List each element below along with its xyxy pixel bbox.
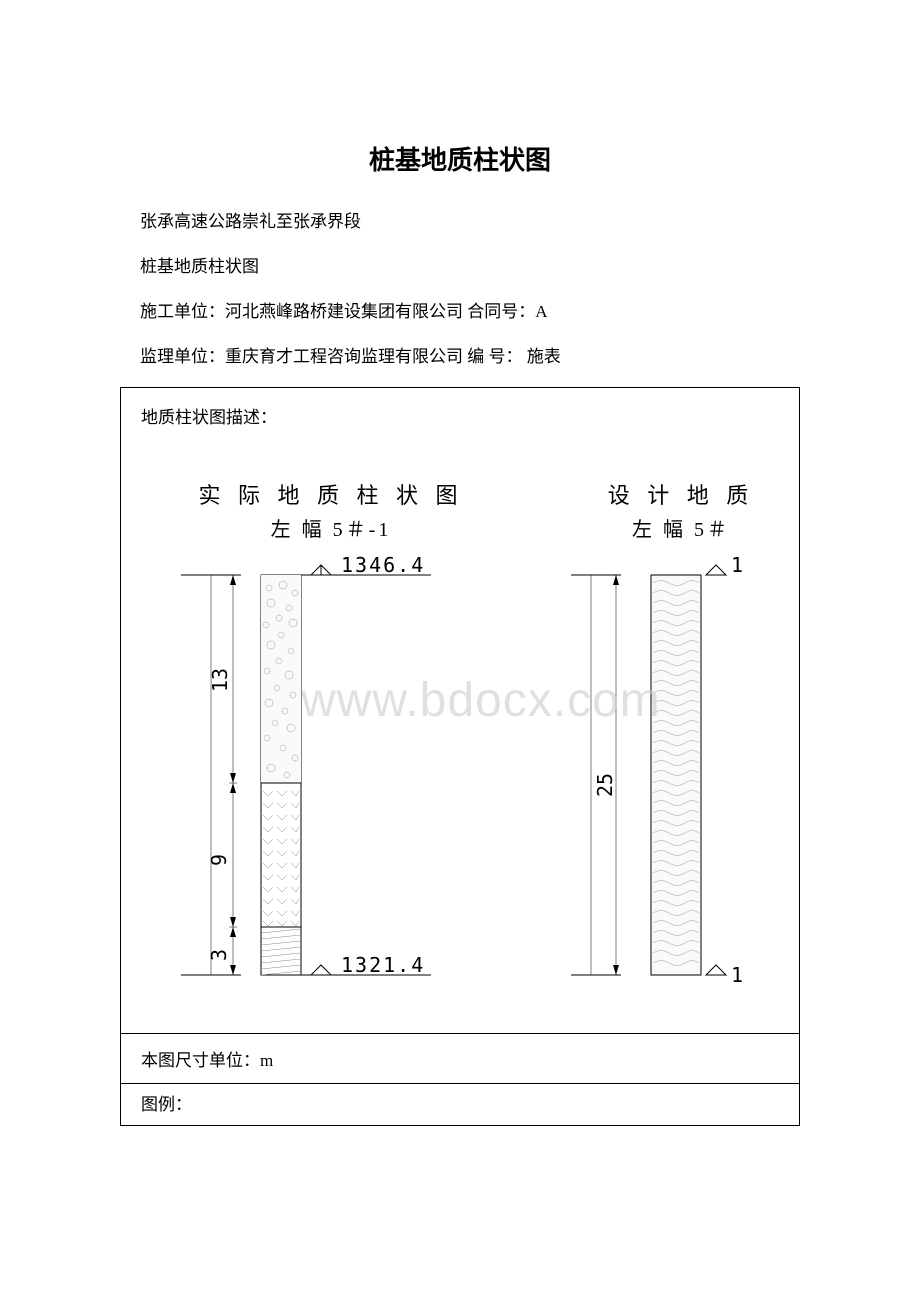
construction-value: 河北燕峰路桥建设集团有限公司 [225, 302, 463, 321]
right-column-header: 设 计 地 质 [541, 478, 779, 510]
left-column-sub: 左 幅 5＃-1 [191, 513, 471, 542]
construction-label: 施工单位： [140, 302, 225, 321]
dim-9: 9 [207, 854, 231, 866]
serial-label: 编 号： [467, 347, 522, 366]
construction-line: 施工单位：河北燕峰路桥建设集团有限公司 合同号：A [140, 297, 800, 322]
description-section: 地质柱状图描述： 实 际 地 质 柱 状 图 左 幅 5＃-1 设 计 地 质 … [121, 388, 799, 1034]
legend-label: 图例： [121, 1084, 799, 1125]
layer-hatch [261, 929, 301, 975]
left-column-header: 实 际 地 质 柱 状 图 [191, 478, 471, 510]
dim-25: 25 [593, 773, 617, 797]
right-bottom-elev: 1 [731, 963, 745, 987]
supervision-line: 监理单位：重庆育才工程咨询监理有限公司 编 号： 施表 [140, 342, 800, 367]
contract-value: A [535, 302, 547, 321]
dim-13: 13 [208, 668, 232, 692]
right-geological-column [561, 563, 761, 1003]
page-title: 桩基地质柱状图 [120, 140, 800, 177]
doc-name-line: 桩基地质柱状图 [140, 252, 800, 277]
right-column-sub: 左 幅 5＃ [541, 513, 779, 542]
contract-label: 合同号： [467, 302, 535, 321]
diagram-box: 地质柱状图描述： 实 际 地 质 柱 状 图 左 幅 5＃-1 设 计 地 质 … [120, 387, 800, 1126]
dim-3: 3 [207, 949, 231, 961]
description-label: 地质柱状图描述： [141, 403, 779, 428]
watermark-text: www.bdocx.com [301, 673, 661, 728]
supervision-value: 重庆育才工程咨询监理有限公司 [225, 347, 463, 366]
bottom-elevation: 1321.4 [341, 953, 425, 977]
unit-text: 本图尺寸单位：m [121, 1034, 799, 1084]
layer-chevron [263, 791, 299, 926]
left-geological-column [171, 563, 471, 1003]
diagram-area: 实 际 地 质 柱 状 图 左 幅 5＃-1 设 计 地 质 左 幅 5＃ ww… [141, 443, 779, 1023]
supervision-label: 监理单位： [140, 347, 225, 366]
right-top-elev: 1 [731, 553, 745, 577]
layer-rubble [261, 575, 301, 783]
serial-suffix: 施表 [527, 347, 561, 366]
project-line: 张承高速公路崇礼至张承界段 [140, 207, 800, 232]
top-elevation: 1346.4 [341, 553, 425, 577]
